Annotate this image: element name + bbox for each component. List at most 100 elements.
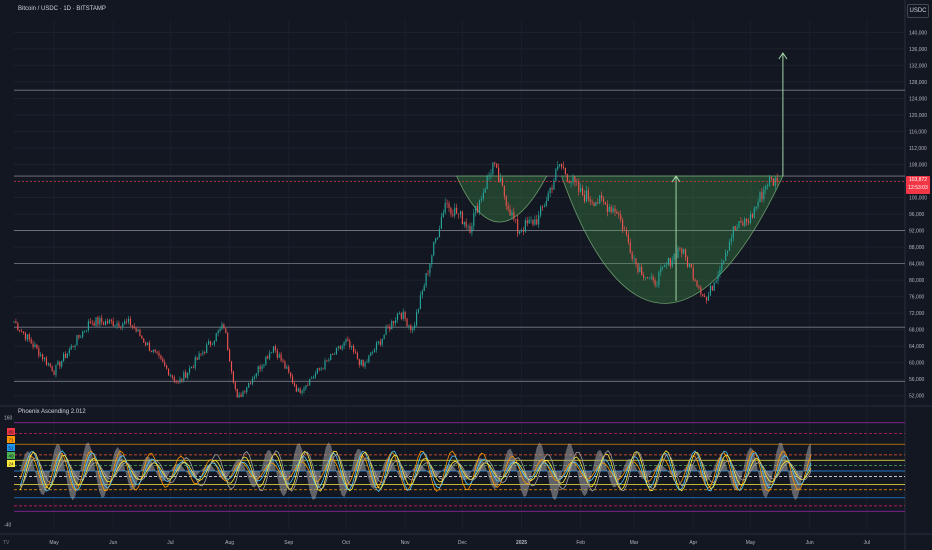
tradingview-logo-icon[interactable]: TV xyxy=(3,540,10,546)
price-tick-label: 56,000 xyxy=(909,377,925,383)
candle-body xyxy=(248,383,250,388)
candle-body xyxy=(572,176,574,183)
candle-body xyxy=(15,321,17,324)
indicator-title[interactable]: Phoenix Ascending 2.012 xyxy=(18,409,86,415)
candle-body xyxy=(383,334,385,339)
candle-body xyxy=(673,253,675,261)
candle-body xyxy=(22,331,25,334)
candle-body xyxy=(238,394,240,398)
candle-body xyxy=(438,228,441,238)
time-tick-label: May xyxy=(746,540,756,546)
candle-body xyxy=(625,230,628,235)
candle-body xyxy=(698,285,700,288)
candle-body xyxy=(19,329,21,332)
candle-body xyxy=(549,187,551,193)
candle-body xyxy=(316,368,318,374)
candle-body xyxy=(599,195,601,204)
candle-body xyxy=(301,391,303,393)
candle-body xyxy=(478,200,481,213)
candle-body xyxy=(515,219,517,220)
candle-body xyxy=(534,219,536,225)
candle-body xyxy=(440,216,442,229)
candle-body xyxy=(89,321,91,323)
candle-body xyxy=(95,317,97,326)
candle-body xyxy=(26,334,28,340)
candle-body xyxy=(427,273,429,274)
candle-body xyxy=(351,345,353,348)
candle-body xyxy=(742,222,744,226)
cup-shape-large xyxy=(561,175,784,304)
candle-body xyxy=(507,206,509,210)
candle-body xyxy=(194,357,196,368)
candle-body xyxy=(454,207,456,216)
candle-body xyxy=(156,351,158,353)
candle-body xyxy=(776,178,778,182)
candle-body xyxy=(652,276,654,280)
candle-body xyxy=(125,321,128,322)
candle-body xyxy=(110,319,112,321)
candle-body xyxy=(635,258,637,265)
symbol-title: Bitcoin / USDC · 1D · BITSTAMP xyxy=(18,6,106,12)
candle-body xyxy=(704,295,706,297)
candle-body xyxy=(524,220,526,232)
candle-body xyxy=(305,385,307,389)
cup-shape-small xyxy=(456,175,548,223)
candle-body xyxy=(120,327,122,328)
candle-body xyxy=(551,187,553,190)
currency-badge[interactable]: USDC xyxy=(907,4,929,18)
candle-body xyxy=(160,355,162,359)
candle-body xyxy=(667,257,669,265)
oscillator-value-label: 40 xyxy=(8,454,14,459)
candle-body xyxy=(261,366,263,370)
last-price-tag: 103,872 12:53:03 xyxy=(906,176,930,194)
candle-body xyxy=(78,335,80,338)
candle-body xyxy=(686,257,689,267)
candle-body xyxy=(728,241,731,251)
candle-body xyxy=(133,326,135,329)
candle-body xyxy=(726,250,729,253)
candle-body xyxy=(55,364,57,375)
candle-body xyxy=(522,230,524,232)
candle-body xyxy=(685,249,687,258)
candle-body xyxy=(322,368,324,370)
candle-body xyxy=(419,295,421,310)
candle-body xyxy=(480,198,483,201)
candle-body xyxy=(421,290,423,296)
candle-body xyxy=(244,391,246,393)
candle-body xyxy=(162,358,164,363)
oscillator-value-badge xyxy=(7,428,15,435)
candle-body xyxy=(396,313,399,321)
candle-body xyxy=(446,203,448,204)
candle-body xyxy=(664,265,666,267)
candle-body xyxy=(374,349,376,353)
candle-body xyxy=(179,379,181,382)
candle-body xyxy=(234,382,236,389)
candle-body xyxy=(42,354,44,360)
candle-body xyxy=(192,366,194,368)
candle-body xyxy=(706,296,708,301)
candle-body xyxy=(589,199,591,202)
candle-body xyxy=(715,280,717,283)
candle-body xyxy=(581,188,584,196)
candle-body xyxy=(536,219,538,225)
candle-body xyxy=(183,372,185,381)
candle-body xyxy=(211,344,213,346)
candle-body xyxy=(177,381,179,383)
time-tick-label: Mar xyxy=(630,540,639,546)
candle-body xyxy=(129,318,131,326)
oscillator-series-line xyxy=(19,450,812,492)
candle-body xyxy=(410,325,412,331)
oscillator-value-label: 80 xyxy=(8,430,14,435)
candle-body xyxy=(721,262,723,270)
candle-body xyxy=(393,321,395,324)
candle-body xyxy=(131,325,133,327)
time-tick-label: Feb xyxy=(576,540,585,546)
candle-body xyxy=(412,328,414,331)
oscillator-value-label: 71 xyxy=(8,438,14,443)
candle-body xyxy=(677,248,679,258)
candle-body xyxy=(333,354,336,355)
price-tick-label: 112,000 xyxy=(909,146,927,152)
candle-body xyxy=(669,257,671,267)
candle-body xyxy=(747,221,750,223)
